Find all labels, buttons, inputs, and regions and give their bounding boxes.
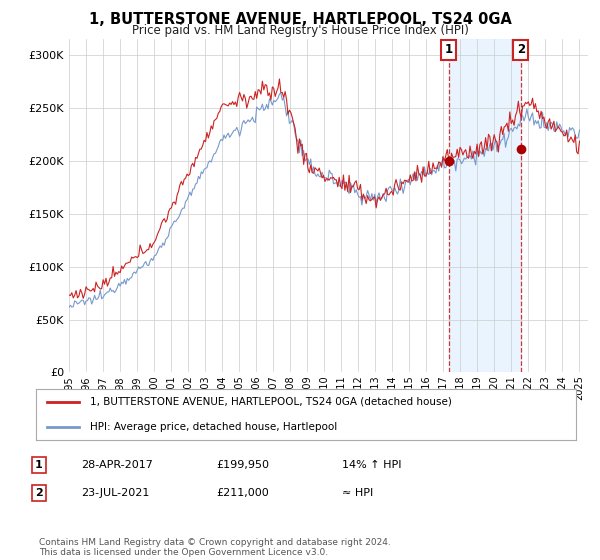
Text: 1: 1 — [445, 43, 453, 56]
Text: 23-JUL-2021: 23-JUL-2021 — [81, 488, 149, 498]
Text: HPI: Average price, detached house, Hartlepool: HPI: Average price, detached house, Hart… — [90, 422, 337, 432]
Text: £211,000: £211,000 — [216, 488, 269, 498]
Text: 2: 2 — [517, 43, 525, 56]
Text: £199,950: £199,950 — [216, 460, 269, 470]
Text: 1, BUTTERSTONE AVENUE, HARTLEPOOL, TS24 0GA: 1, BUTTERSTONE AVENUE, HARTLEPOOL, TS24 … — [89, 12, 511, 27]
Text: 2: 2 — [35, 488, 43, 498]
Text: Contains HM Land Registry data © Crown copyright and database right 2024.
This d: Contains HM Land Registry data © Crown c… — [39, 538, 391, 557]
Text: Price paid vs. HM Land Registry's House Price Index (HPI): Price paid vs. HM Land Registry's House … — [131, 24, 469, 36]
Text: ≈ HPI: ≈ HPI — [342, 488, 373, 498]
Text: 14% ↑ HPI: 14% ↑ HPI — [342, 460, 401, 470]
Text: 28-APR-2017: 28-APR-2017 — [81, 460, 153, 470]
Text: 1, BUTTERSTONE AVENUE, HARTLEPOOL, TS24 0GA (detached house): 1, BUTTERSTONE AVENUE, HARTLEPOOL, TS24 … — [90, 397, 452, 407]
Text: 1: 1 — [35, 460, 43, 470]
Bar — [449, 39, 521, 372]
